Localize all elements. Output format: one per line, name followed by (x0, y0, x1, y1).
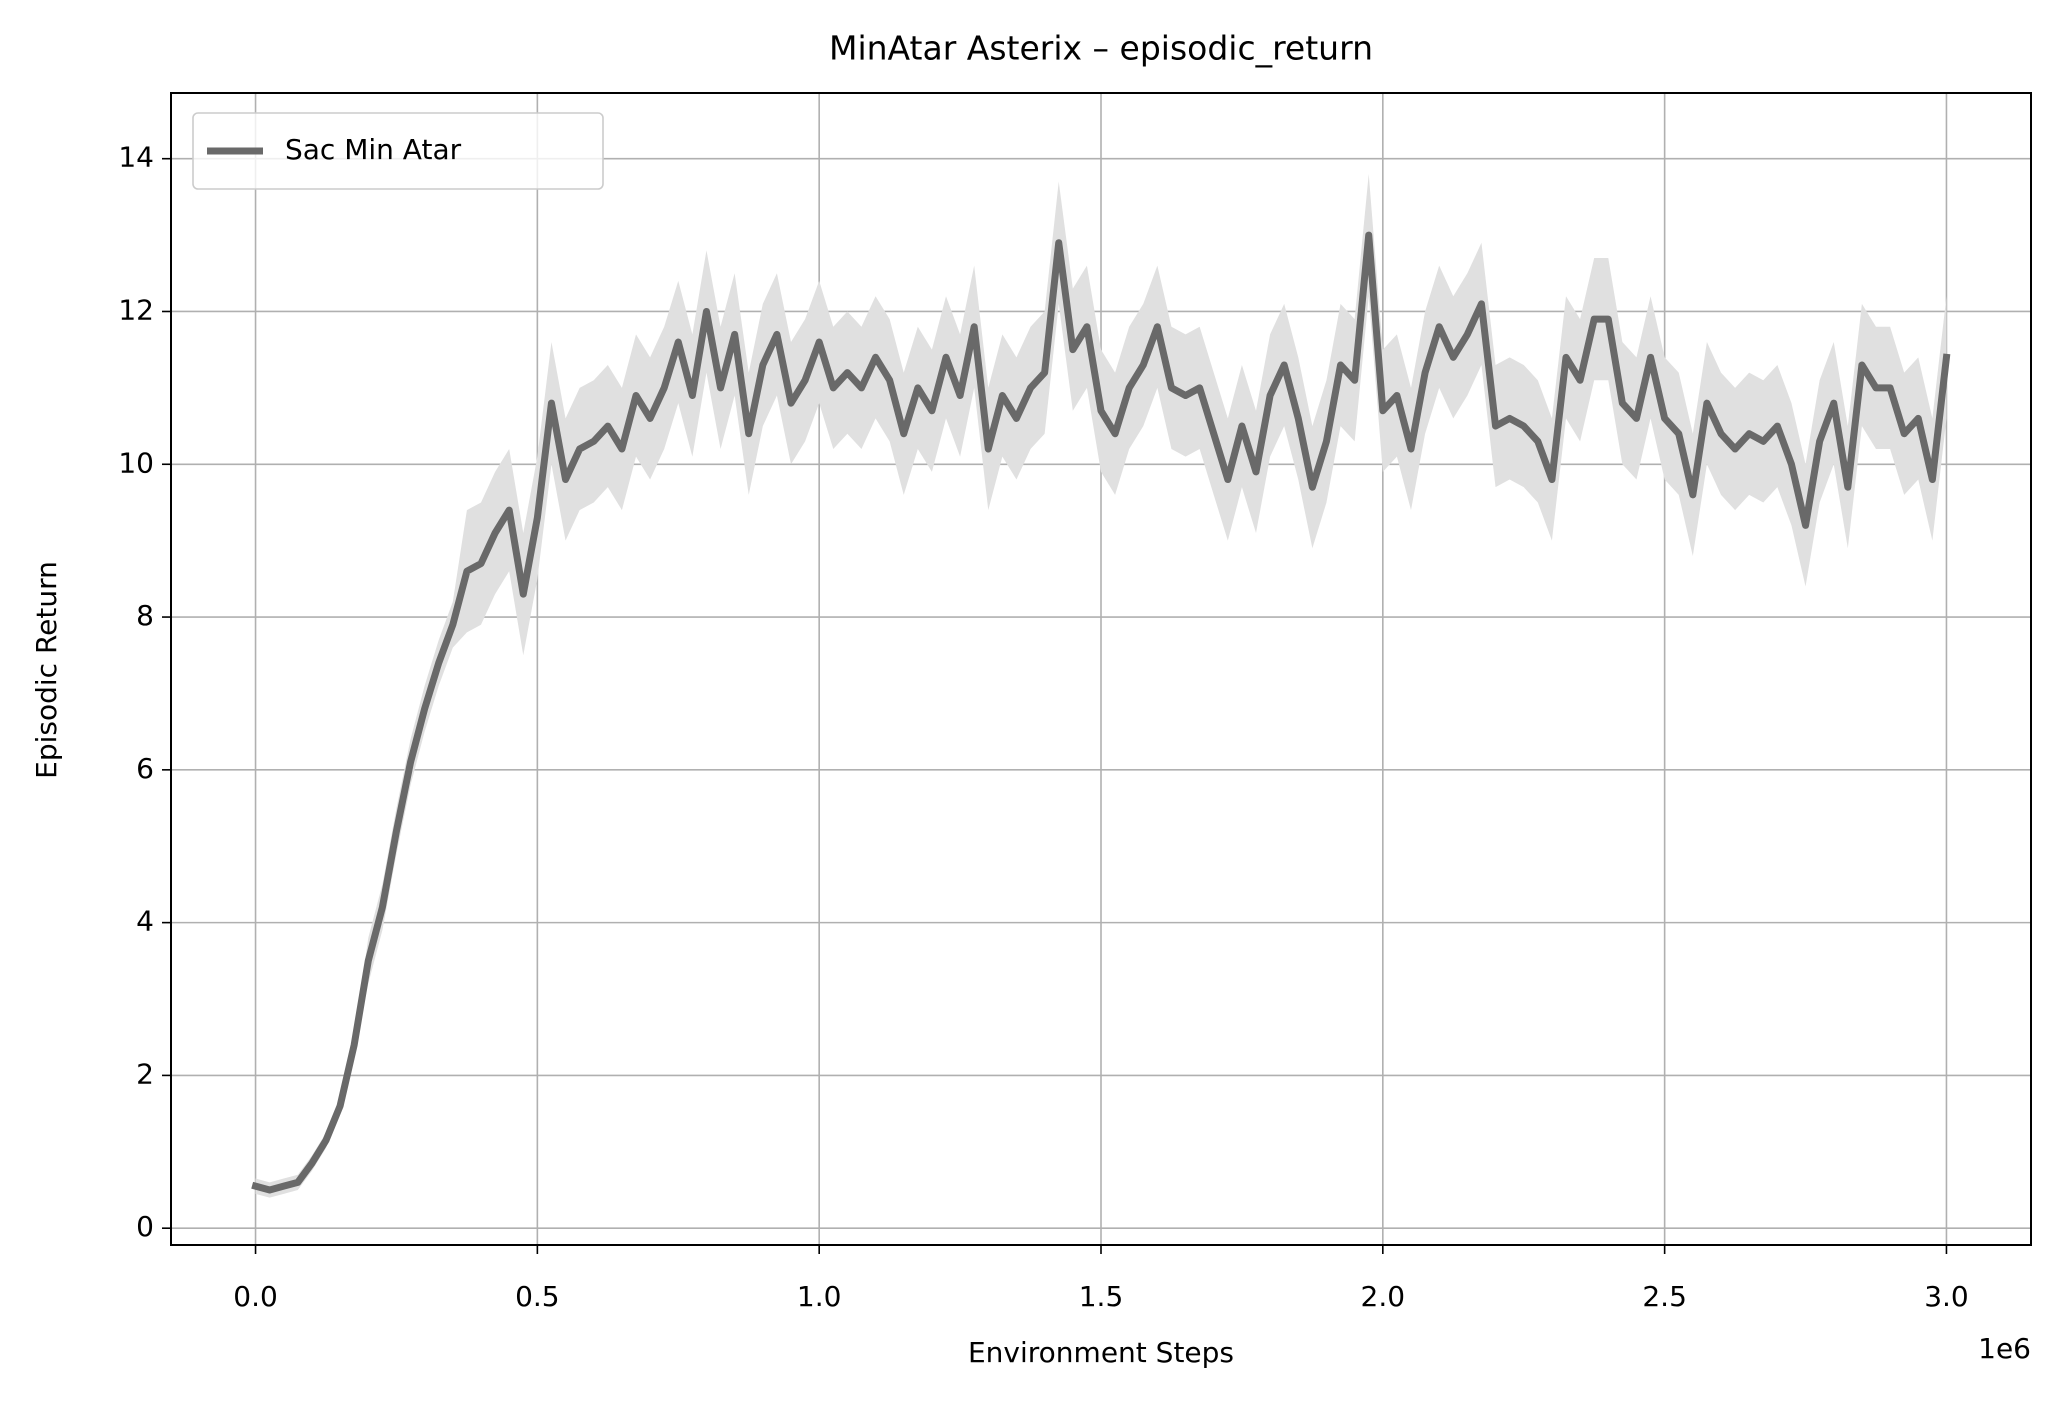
x-offset-label: 1e6 (1978, 1332, 2031, 1365)
x-tick-label: 0.0 (233, 1280, 278, 1313)
y-axis-label: Episodic Return (30, 561, 63, 779)
x-axis-label: Environment Steps (968, 1336, 1234, 1369)
chart-title: MinAtar Asterix – episodic_return (829, 29, 1373, 68)
legend-box (192, 112, 604, 190)
x-tick-label: 2.5 (1642, 1280, 1687, 1313)
x-tick-label: 0.5 (515, 1280, 560, 1313)
y-tick-label: 14 (118, 141, 154, 174)
y-tick-label: 8 (136, 599, 154, 632)
y-tick-label: 2 (136, 1057, 154, 1090)
y-tick-label: 0 (136, 1210, 154, 1243)
plot-frame (170, 92, 2032, 1246)
y-tick-label: 4 (136, 905, 154, 938)
x-tick-label: 1.0 (797, 1280, 842, 1313)
x-tick-label: 1.5 (1079, 1280, 1124, 1313)
y-tick-label: 12 (118, 293, 154, 326)
line-series (251, 231, 1951, 1194)
y-tick-label: 6 (136, 752, 154, 785)
legend-label: Sac Min Atar (285, 133, 462, 166)
y-tick-label: 10 (118, 446, 154, 479)
x-tick-label: 3.0 (1924, 1280, 1969, 1313)
x-tick-label: 2.0 (1361, 1280, 1406, 1313)
